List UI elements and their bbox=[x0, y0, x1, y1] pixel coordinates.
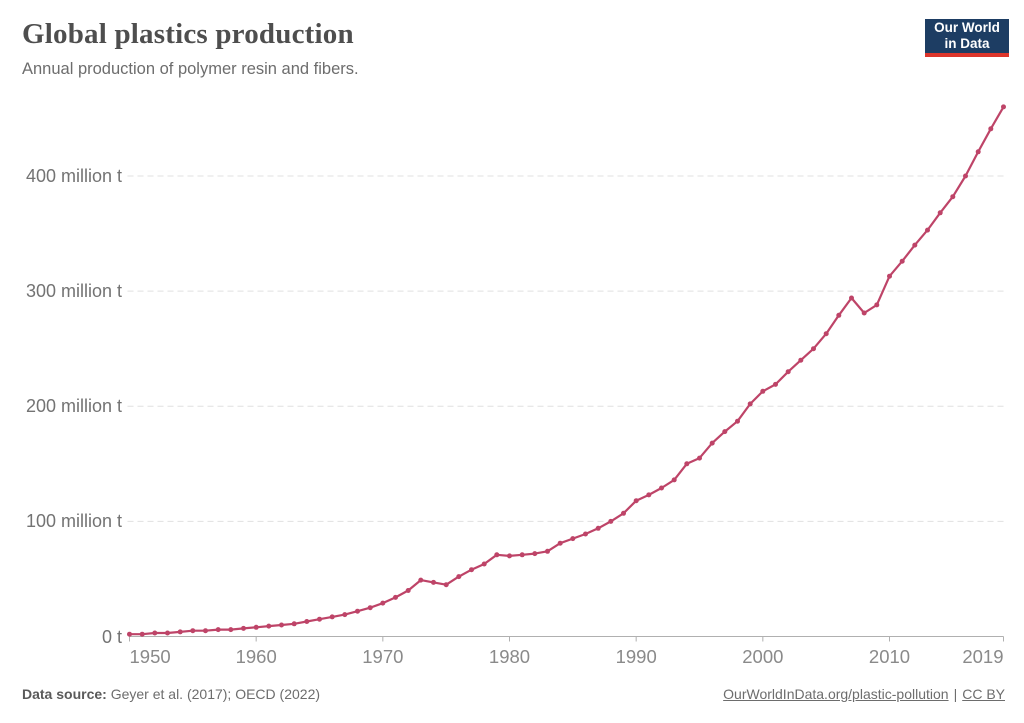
data-point[interactable] bbox=[671, 477, 677, 483]
data-point[interactable] bbox=[215, 627, 221, 633]
y-axis-label: 300 million t bbox=[25, 281, 122, 302]
data-point[interactable] bbox=[975, 149, 981, 155]
data-point[interactable] bbox=[950, 194, 956, 200]
x-axis-label: 2010 bbox=[868, 646, 911, 667]
data-point[interactable] bbox=[963, 173, 968, 179]
y-axis-label: 100 million t bbox=[25, 511, 122, 532]
data-point[interactable] bbox=[570, 536, 576, 542]
data-point[interactable] bbox=[887, 273, 892, 279]
x-axis-label: 1990 bbox=[615, 646, 657, 667]
data-point[interactable] bbox=[418, 577, 424, 583]
data-point[interactable] bbox=[494, 552, 500, 558]
data-point[interactable] bbox=[773, 381, 778, 387]
data-point[interactable] bbox=[532, 551, 538, 557]
data-point[interactable] bbox=[583, 531, 588, 537]
y-axis-label: 0 t bbox=[101, 626, 122, 647]
data-source-note: Data source: Geyer et al. (2017); OECD (… bbox=[22, 686, 320, 702]
data-point[interactable] bbox=[785, 369, 791, 375]
data-point[interactable] bbox=[760, 388, 766, 394]
data-point[interactable] bbox=[621, 510, 626, 516]
footer-separator: | bbox=[953, 686, 958, 702]
data-point[interactable] bbox=[241, 625, 246, 631]
data-point[interactable] bbox=[912, 242, 918, 248]
data-point[interactable] bbox=[988, 126, 994, 132]
data-point[interactable] bbox=[937, 210, 943, 216]
data-point[interactable] bbox=[507, 553, 512, 559]
data-point[interactable] bbox=[203, 628, 208, 634]
data-point[interactable] bbox=[304, 619, 310, 624]
cc-by-link[interactable]: CC BY bbox=[962, 686, 1005, 702]
data-point[interactable] bbox=[342, 612, 348, 618]
owid-logo-line1: Our World bbox=[934, 20, 1000, 35]
data-point[interactable] bbox=[190, 628, 196, 634]
data-source-label: Data source: bbox=[22, 686, 107, 702]
data-point[interactable] bbox=[595, 525, 601, 531]
owid-url-link[interactable]: OurWorldInData.org/plastic-pollution bbox=[723, 686, 949, 702]
data-point[interactable] bbox=[519, 552, 525, 558]
data-point[interactable] bbox=[925, 227, 930, 233]
chart-subtitle: Annual production of polymer resin and f… bbox=[22, 60, 359, 78]
data-point[interactable] bbox=[139, 631, 145, 637]
data-point[interactable] bbox=[177, 629, 183, 635]
data-point[interactable] bbox=[545, 548, 550, 554]
data-point[interactable] bbox=[1001, 104, 1006, 110]
data-point[interactable] bbox=[469, 567, 474, 573]
data-point[interactable] bbox=[127, 631, 132, 637]
data-point[interactable] bbox=[367, 605, 373, 611]
data-point[interactable] bbox=[152, 630, 158, 636]
data-point[interactable] bbox=[317, 616, 322, 622]
data-point[interactable] bbox=[899, 258, 905, 264]
data-point[interactable] bbox=[279, 622, 284, 628]
x-axis-label: 1960 bbox=[235, 646, 277, 667]
production-line[interactable] bbox=[128, 105, 1005, 636]
footer-links: OurWorldInData.org/plastic-pollution | CC … bbox=[723, 686, 1005, 702]
x-axis-label: 2000 bbox=[742, 646, 784, 667]
data-point[interactable] bbox=[405, 588, 411, 593]
data-point[interactable] bbox=[646, 492, 652, 498]
data-point[interactable] bbox=[709, 440, 715, 446]
data-point[interactable] bbox=[266, 623, 272, 629]
x-axis-label: 1980 bbox=[488, 646, 531, 667]
data-point[interactable] bbox=[481, 561, 487, 567]
x-axis-label: 1950 bbox=[129, 646, 171, 667]
data-point[interactable] bbox=[861, 310, 867, 316]
data-point[interactable] bbox=[849, 295, 854, 301]
data-point[interactable] bbox=[735, 418, 740, 424]
data-point[interactable] bbox=[823, 331, 829, 337]
owid-logo-line2: in Data bbox=[944, 36, 990, 51]
data-point[interactable] bbox=[456, 574, 462, 580]
chart-title: Global plastics production bbox=[22, 18, 354, 50]
data-source-text: Geyer et al. (2017); OECD (2022) bbox=[106, 686, 321, 702]
data-point[interactable] bbox=[228, 627, 234, 633]
data-point[interactable] bbox=[874, 302, 880, 308]
data-point[interactable] bbox=[684, 461, 690, 467]
data-point[interactable] bbox=[747, 401, 753, 407]
data-point[interactable] bbox=[329, 614, 335, 620]
data-point[interactable] bbox=[253, 624, 259, 630]
data-point[interactable] bbox=[697, 455, 702, 461]
data-point[interactable] bbox=[393, 594, 398, 600]
data-point[interactable] bbox=[355, 608, 360, 614]
data-point[interactable] bbox=[659, 485, 664, 491]
y-axis-label: 200 million t bbox=[25, 396, 122, 417]
data-point[interactable] bbox=[633, 498, 639, 504]
data-point[interactable] bbox=[722, 429, 728, 435]
x-axis-label: 1970 bbox=[362, 646, 404, 667]
data-point[interactable] bbox=[798, 357, 804, 363]
owid-logo[interactable]: Our World in Data bbox=[925, 19, 1009, 57]
x-axis-label: 2019 bbox=[962, 646, 1004, 667]
data-point[interactable] bbox=[443, 582, 449, 588]
data-point[interactable] bbox=[431, 579, 436, 585]
data-point[interactable] bbox=[557, 540, 563, 546]
data-point[interactable] bbox=[165, 630, 170, 636]
y-axis-label: 400 million t bbox=[25, 166, 122, 186]
data-point[interactable] bbox=[811, 346, 816, 352]
data-point[interactable] bbox=[291, 621, 297, 627]
data-point[interactable] bbox=[380, 600, 386, 606]
data-point[interactable] bbox=[836, 312, 842, 318]
data-point[interactable] bbox=[608, 518, 614, 524]
